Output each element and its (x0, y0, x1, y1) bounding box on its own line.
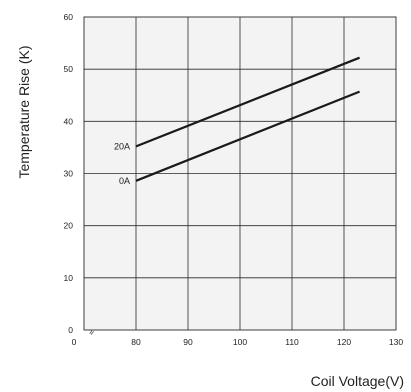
series-label-0a: 0A (119, 176, 130, 186)
y-tick-label: 40 (64, 116, 74, 126)
x-axis-ticks: 0 80 90 100 110 120 130 (72, 337, 404, 347)
y-axis-ticks: 0 10 20 30 40 50 60 (64, 12, 74, 335)
y-tick-label: 20 (64, 221, 74, 231)
x-tick-label: 80 (131, 337, 141, 347)
y-tick-label: 30 (64, 169, 74, 179)
x-tick-label: 120 (337, 337, 351, 347)
x-tick-label: 100 (233, 337, 247, 347)
series-group: 20A 0A (114, 56, 361, 186)
grid (84, 17, 396, 330)
y-tick-label: 0 (68, 325, 73, 335)
y-tick-label: 10 (64, 273, 74, 283)
series-label-20a: 20A (114, 141, 130, 151)
y-axis-label: Temperature Rise (K) (16, 45, 32, 178)
series-line-0a (135, 90, 361, 182)
y-tick-label: 60 (64, 12, 74, 22)
x-tick-label: 110 (285, 337, 299, 347)
x-tick-label: 130 (389, 337, 403, 347)
x-axis-label: Coil Voltage(V) (311, 373, 404, 389)
x-tick-label: 90 (183, 337, 193, 347)
y-tick-label: 50 (64, 64, 74, 74)
series-line-20a (135, 56, 361, 148)
x-tick-label: 0 (72, 337, 77, 347)
axis-break-mark: ≈ (86, 328, 97, 337)
